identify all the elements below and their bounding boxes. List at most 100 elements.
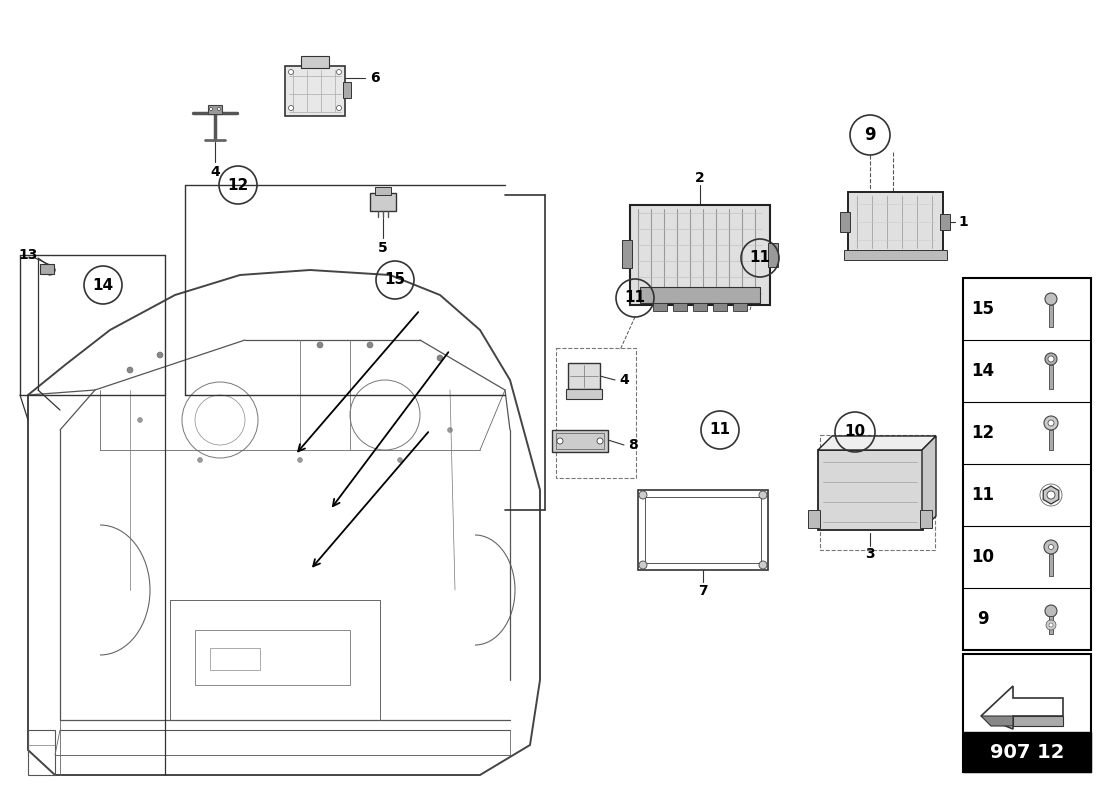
Text: 11: 11 <box>749 250 770 266</box>
Text: 2: 2 <box>695 171 705 185</box>
Bar <box>920 510 932 528</box>
Bar <box>768 243 778 267</box>
Bar <box>844 250 947 260</box>
Bar <box>693 303 707 311</box>
Bar <box>285 66 345 116</box>
Bar <box>713 303 727 311</box>
Text: 15: 15 <box>971 300 994 318</box>
Text: 11: 11 <box>710 422 730 438</box>
Bar <box>848 192 943 252</box>
Circle shape <box>759 491 767 499</box>
Circle shape <box>317 342 323 348</box>
Circle shape <box>1048 420 1054 426</box>
Text: 10: 10 <box>845 425 866 439</box>
Circle shape <box>397 458 403 462</box>
Bar <box>962 654 1091 772</box>
Polygon shape <box>818 436 936 450</box>
Bar <box>556 433 604 449</box>
Text: 9: 9 <box>977 610 989 628</box>
Bar <box>208 105 222 114</box>
Circle shape <box>198 458 202 462</box>
Polygon shape <box>1013 716 1063 726</box>
Circle shape <box>288 106 294 110</box>
Circle shape <box>1048 545 1054 550</box>
Bar <box>962 732 1091 772</box>
Circle shape <box>639 561 647 569</box>
Text: 15: 15 <box>384 273 406 287</box>
Circle shape <box>1045 605 1057 617</box>
Circle shape <box>297 458 302 462</box>
Text: 1: 1 <box>958 215 968 229</box>
Circle shape <box>1048 356 1054 362</box>
Bar <box>638 490 768 570</box>
Text: 14: 14 <box>92 278 113 293</box>
Bar <box>301 56 329 68</box>
Circle shape <box>437 355 443 361</box>
Bar <box>840 212 850 232</box>
Circle shape <box>639 491 647 499</box>
Text: 5: 5 <box>378 241 388 255</box>
Circle shape <box>218 107 220 110</box>
Circle shape <box>759 561 767 569</box>
Polygon shape <box>922 436 936 530</box>
Bar <box>820 435 935 550</box>
Polygon shape <box>981 716 1013 726</box>
Bar <box>940 214 950 230</box>
Bar <box>210 648 260 670</box>
Circle shape <box>448 427 452 433</box>
Text: 4: 4 <box>210 165 220 179</box>
Bar <box>1049 616 1053 634</box>
Text: 10: 10 <box>971 548 994 566</box>
Circle shape <box>1049 623 1053 627</box>
Bar <box>370 193 396 211</box>
Text: 907 12: 907 12 <box>990 742 1064 762</box>
Circle shape <box>157 352 163 358</box>
Bar <box>556 348 636 478</box>
Text: 14: 14 <box>971 362 994 380</box>
Bar <box>673 303 688 311</box>
Circle shape <box>126 367 133 373</box>
Bar <box>566 389 602 399</box>
Bar <box>1049 365 1053 389</box>
Bar <box>818 450 923 530</box>
Text: 12: 12 <box>971 424 994 442</box>
Circle shape <box>337 106 341 110</box>
Circle shape <box>1045 293 1057 305</box>
Circle shape <box>557 438 563 444</box>
Bar <box>1049 554 1053 576</box>
Circle shape <box>1044 416 1058 430</box>
Text: 3: 3 <box>866 547 874 561</box>
Bar <box>733 303 747 311</box>
Bar <box>375 187 390 195</box>
Text: 7: 7 <box>698 584 707 598</box>
Bar <box>962 278 1091 650</box>
Circle shape <box>45 265 55 275</box>
Text: 11: 11 <box>625 290 646 306</box>
Circle shape <box>337 70 341 74</box>
Bar <box>40 264 54 274</box>
Polygon shape <box>1043 486 1059 504</box>
Bar <box>640 287 760 303</box>
Bar <box>1049 305 1053 327</box>
Bar <box>653 303 667 311</box>
Polygon shape <box>981 686 1063 729</box>
Circle shape <box>597 438 603 444</box>
Circle shape <box>1045 353 1057 365</box>
Circle shape <box>1047 491 1055 499</box>
Text: 11: 11 <box>971 486 994 504</box>
Circle shape <box>367 342 373 348</box>
Circle shape <box>209 107 212 110</box>
Bar <box>552 430 608 452</box>
Circle shape <box>1044 540 1058 554</box>
Text: 13: 13 <box>19 248 37 262</box>
Text: 4: 4 <box>619 373 629 387</box>
Bar <box>1049 430 1053 450</box>
Circle shape <box>288 70 294 74</box>
Circle shape <box>1046 620 1056 630</box>
Circle shape <box>138 418 143 422</box>
Bar <box>630 205 770 305</box>
Text: 9: 9 <box>865 126 876 144</box>
Text: 6: 6 <box>371 71 380 85</box>
Text: 12: 12 <box>228 178 249 193</box>
Bar <box>195 630 350 685</box>
